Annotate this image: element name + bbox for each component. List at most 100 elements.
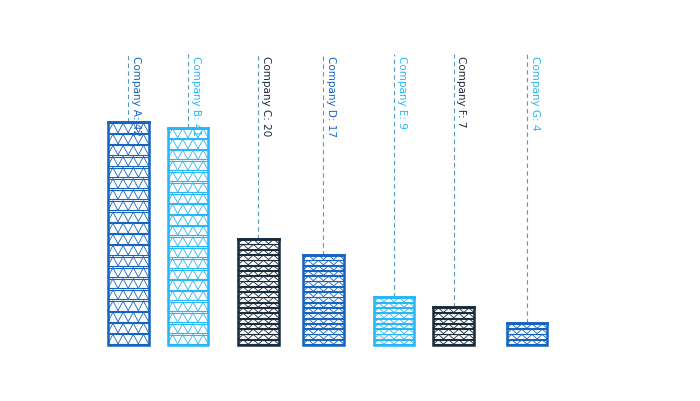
Bar [303,276,344,281]
Bar [238,287,279,291]
Bar [303,271,344,275]
Bar [374,303,414,307]
Bar [167,237,208,246]
Text: Company C: 20: Company C: 20 [261,56,271,136]
Bar [167,183,208,192]
Bar [303,318,344,323]
Text: Company E: 9: Company E: 9 [397,56,407,129]
Bar [167,324,208,333]
Bar [167,172,208,181]
Bar [303,313,344,318]
Bar [507,334,547,339]
Bar [433,329,474,334]
Bar [108,122,148,344]
Bar [303,287,344,291]
Bar [238,260,279,265]
Bar [108,190,148,199]
Bar [303,303,344,307]
Bar [507,329,547,334]
Bar [108,268,148,277]
Bar [167,226,208,235]
Bar [108,168,148,177]
Bar [167,194,208,203]
Bar [374,298,414,302]
Bar [238,313,279,318]
Bar [303,282,344,286]
Bar [238,276,279,281]
Bar [108,301,148,310]
Bar [433,340,474,344]
Bar [108,134,148,144]
Bar [167,128,208,344]
Bar [374,318,414,323]
Bar [108,212,148,222]
Bar [238,292,279,297]
Bar [167,259,208,268]
Bar [303,260,344,265]
Bar [238,271,279,275]
Bar [238,250,279,254]
Bar [238,298,279,302]
Bar [374,313,414,318]
Bar [433,318,474,323]
Bar [507,323,547,344]
Bar [108,179,148,188]
Bar [303,308,344,312]
Bar [303,292,344,297]
Bar [167,291,208,300]
Bar [108,146,148,155]
Text: Company D: 17: Company D: 17 [326,56,336,137]
Bar [374,297,414,344]
Bar [108,156,148,166]
Bar [167,335,208,344]
Bar [108,290,148,300]
Bar [238,329,279,334]
Bar [108,234,148,244]
Bar [507,340,547,344]
Bar [108,279,148,288]
Bar [108,245,148,255]
Text: Company A: 42: Company A: 42 [131,56,141,136]
Bar [303,334,344,339]
Bar [108,312,148,322]
Bar [238,239,279,344]
Bar [167,161,208,170]
Bar [167,128,208,138]
Bar [108,123,148,133]
Bar [433,308,474,312]
Bar [238,282,279,286]
Bar [167,139,208,148]
Bar [374,324,414,328]
Bar [167,150,208,160]
Bar [108,323,148,333]
Bar [108,223,148,233]
Bar [507,324,547,328]
Bar [167,302,208,311]
Bar [108,334,148,344]
Bar [108,257,148,266]
Bar [433,324,474,328]
Bar [238,324,279,328]
Bar [303,298,344,302]
Bar [374,340,414,344]
Bar [433,334,474,339]
Bar [238,318,279,323]
Bar [167,215,208,225]
Bar [238,265,279,270]
Bar [374,329,414,334]
Text: Company B: 41: Company B: 41 [190,56,201,136]
Bar [238,239,279,244]
Bar [238,308,279,312]
Text: Company F: 7: Company F: 7 [456,56,466,128]
Bar [303,324,344,328]
Bar [167,248,208,257]
Bar [303,255,344,344]
Bar [303,340,344,344]
Bar [238,303,279,307]
Bar [433,308,474,344]
Bar [374,308,414,312]
Bar [374,334,414,339]
Bar [167,280,208,290]
Bar [238,255,279,259]
Bar [167,313,208,322]
